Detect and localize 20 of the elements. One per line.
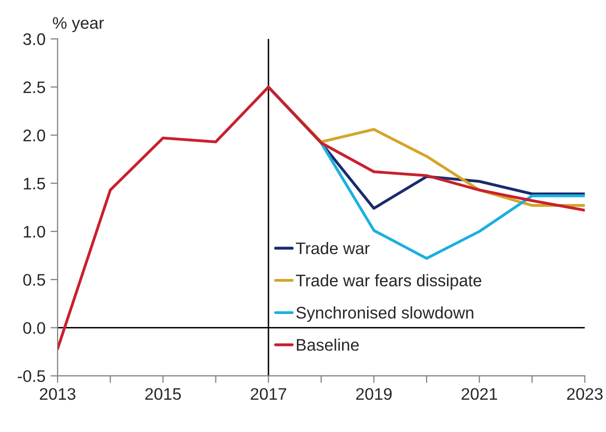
legend-label: Synchronised slowdown <box>296 306 474 322</box>
y-axis-title: % year <box>52 17 104 32</box>
legend-label: Trade war <box>296 242 370 254</box>
y-tick-label: 1.0 <box>24 226 46 238</box>
x-tick-label: 2023 <box>567 388 603 400</box>
y-tick-label: 0.0 <box>23 322 46 334</box>
y-tick-label: 3.0 <box>23 33 46 46</box>
x-tick-label: 2021 <box>462 388 498 400</box>
y-tick-label: 2.5 <box>23 81 46 94</box>
x-tick-label: 2015 <box>145 388 181 400</box>
legend-label: Trade war fears dissipate <box>296 274 482 290</box>
y-tick-label: -0.5 <box>18 370 46 382</box>
line-series <box>58 86 585 350</box>
y-tick-label: 2.0 <box>23 130 46 142</box>
x-tick-label: 2019 <box>356 388 392 400</box>
x-tick-label: 2017 <box>250 388 286 400</box>
x-tick-label: 2013 <box>40 388 76 400</box>
y-tick-label: 0.5 <box>23 274 46 286</box>
legend-label: Baseline <box>296 338 359 351</box>
y-tick-label: 1.5 <box>24 178 46 190</box>
